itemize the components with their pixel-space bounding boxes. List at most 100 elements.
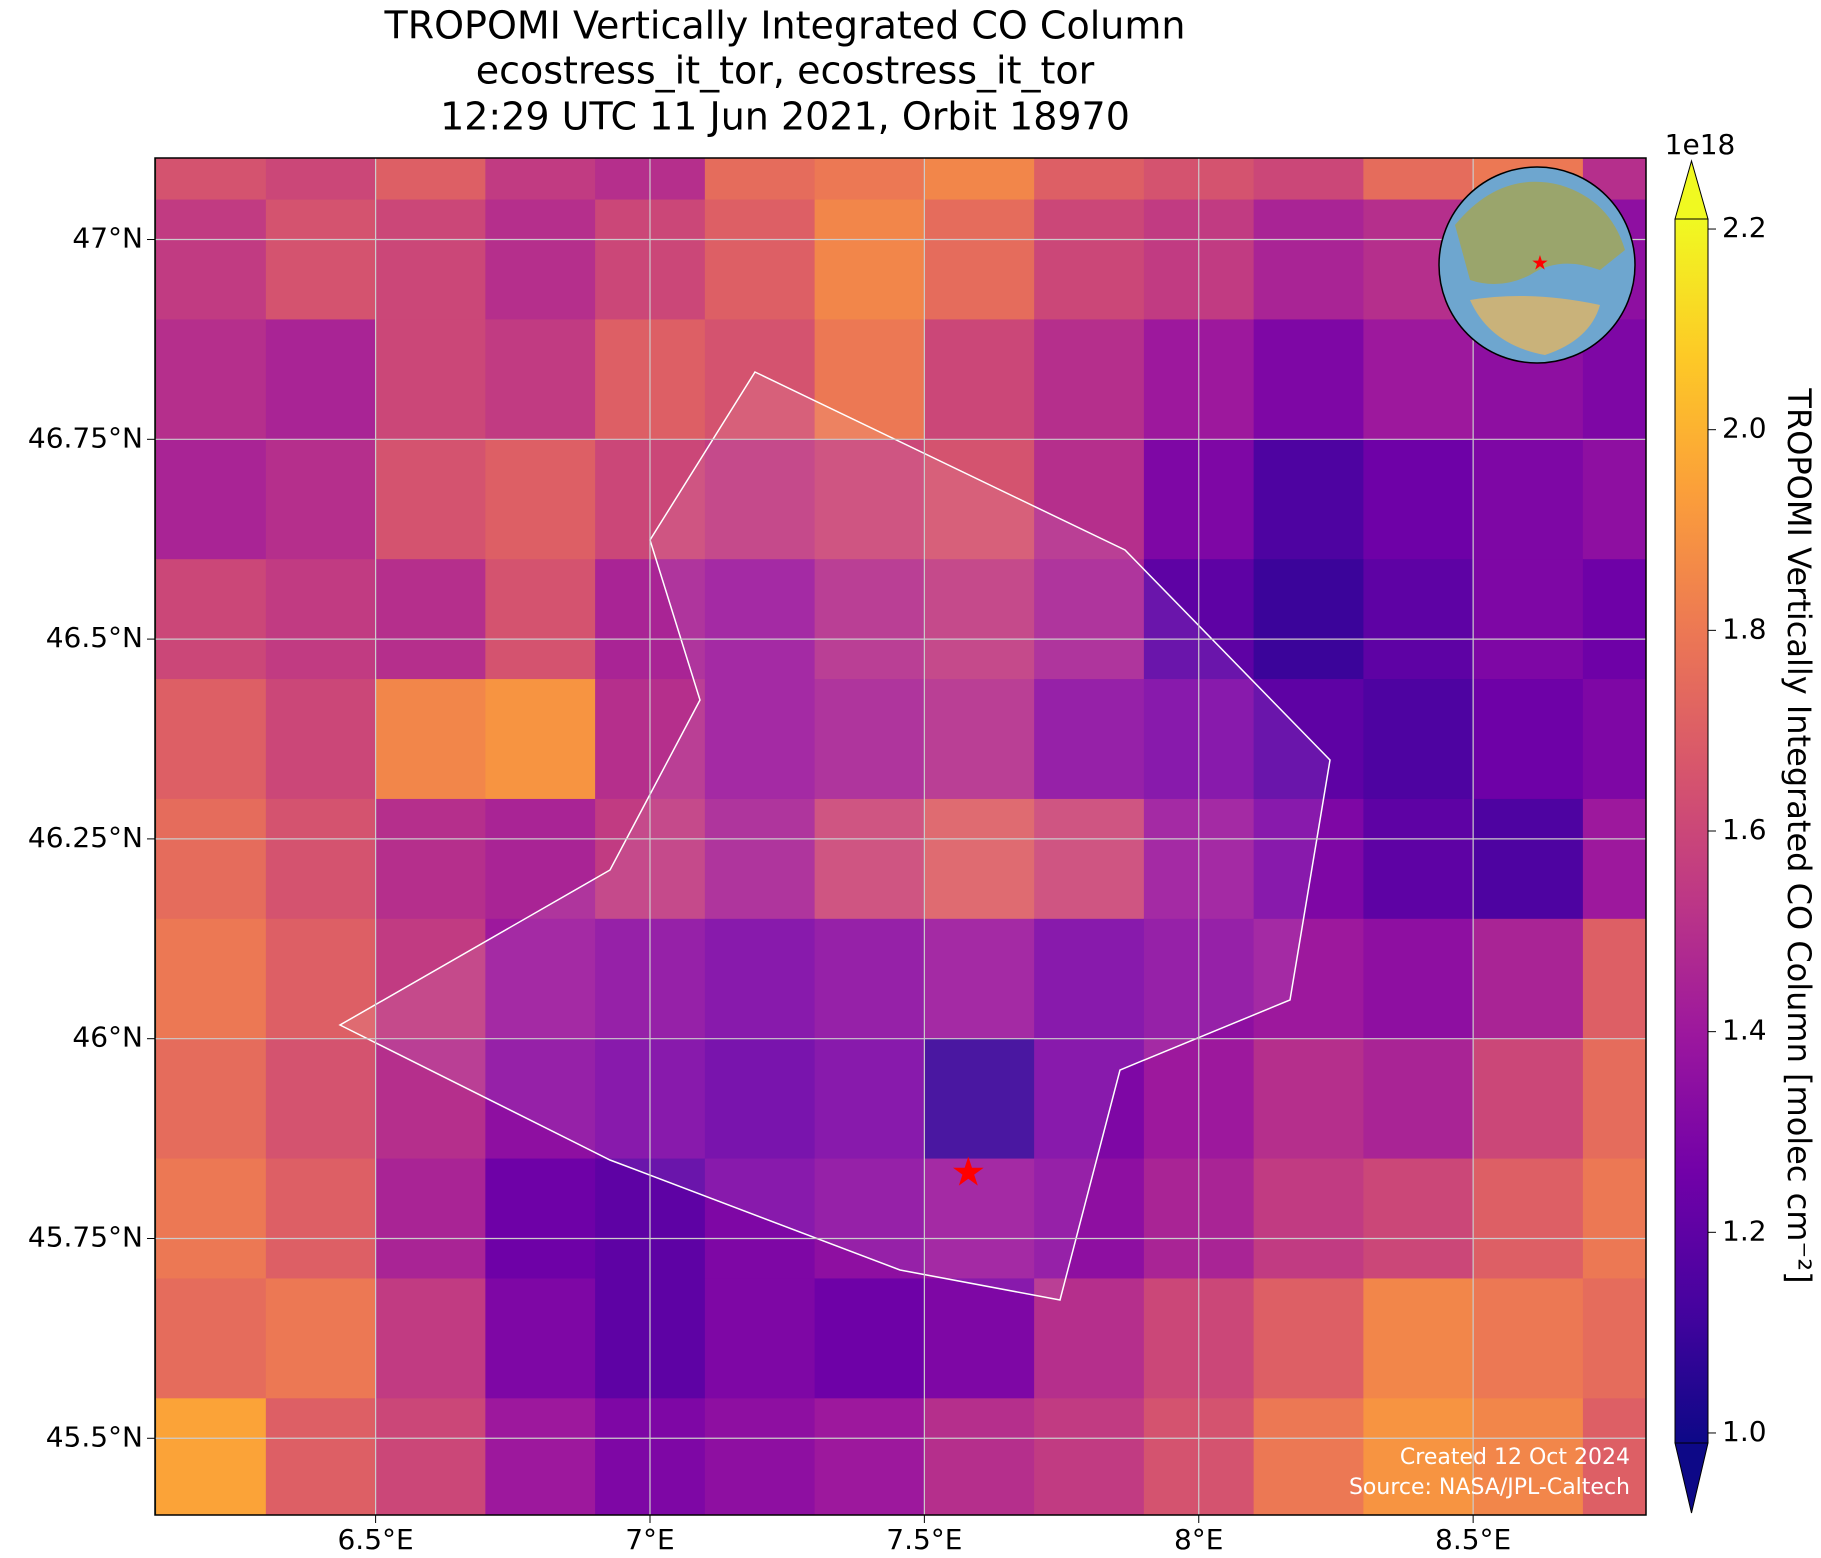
data-cell bbox=[1253, 199, 1364, 320]
data-cell bbox=[1034, 798, 1145, 920]
colorbar-label: TROPOMI Vertically Integrated CO Column … bbox=[1780, 387, 1818, 1283]
data-cell bbox=[1034, 439, 1145, 560]
data-cell bbox=[924, 439, 1035, 560]
colorbar: 1.0 1.2 1.4 1.6 1.8 2.0 2.2 bbox=[1674, 159, 1767, 1514]
colorbar-tick-label: 1.8 bbox=[1722, 612, 1767, 645]
data-cell bbox=[265, 1398, 377, 1515]
data-cell bbox=[1034, 158, 1145, 201]
data-cell bbox=[814, 798, 925, 920]
data-cell bbox=[485, 1158, 596, 1279]
data-cell bbox=[1363, 158, 1474, 201]
data-cell bbox=[485, 1278, 596, 1399]
colorbar-tick-label: 1.4 bbox=[1722, 1014, 1767, 1047]
data-cell bbox=[1034, 319, 1145, 440]
data-cell bbox=[156, 1398, 267, 1515]
data-cell bbox=[485, 559, 596, 680]
colorbar-extend-top bbox=[1674, 159, 1709, 220]
data-cell bbox=[924, 559, 1035, 680]
data-cell bbox=[1473, 918, 1584, 1040]
x-tick-label: 7°E bbox=[625, 1523, 675, 1556]
data-cell bbox=[1473, 1038, 1584, 1160]
colorbar-tick-label: 2.0 bbox=[1722, 412, 1767, 445]
data-cell bbox=[156, 559, 267, 680]
data-cell bbox=[814, 158, 925, 201]
colorbar-offset: 1e18 bbox=[1665, 128, 1736, 161]
data-cell bbox=[265, 1038, 377, 1160]
chart-subtitle: 12:29 UTC 11 Jun 2021, Orbit 18970 bbox=[440, 95, 1130, 139]
data-cell bbox=[375, 319, 486, 440]
data-cell bbox=[1363, 918, 1474, 1040]
data-cell bbox=[1582, 798, 1646, 920]
data-cell bbox=[485, 798, 596, 920]
data-cell bbox=[265, 158, 377, 201]
data-cell bbox=[156, 798, 267, 920]
data-cell bbox=[375, 679, 486, 800]
data-cell bbox=[156, 199, 267, 320]
data-cell bbox=[1363, 319, 1474, 440]
data-cell bbox=[704, 1038, 816, 1160]
data-cell bbox=[924, 1278, 1035, 1399]
data-cell bbox=[485, 918, 596, 1040]
grid bbox=[155, 158, 1646, 1515]
data-cell bbox=[1363, 1038, 1474, 1160]
data-cell bbox=[1253, 158, 1364, 201]
data-cell bbox=[924, 1158, 1035, 1279]
data-cell bbox=[814, 319, 925, 440]
data-cell bbox=[1253, 798, 1364, 920]
data-cell bbox=[375, 918, 486, 1040]
annotation: Created 12 Oct 2024 bbox=[1400, 1445, 1630, 1470]
data-cell bbox=[1253, 559, 1364, 680]
data-cell bbox=[1363, 1398, 1474, 1515]
data-cell bbox=[375, 559, 486, 680]
data-cell bbox=[1473, 439, 1584, 560]
globe-land bbox=[1455, 181, 1625, 284]
data-cell bbox=[1253, 918, 1364, 1040]
data-cell bbox=[375, 1278, 486, 1399]
data-cell bbox=[485, 1398, 596, 1515]
data-cell bbox=[156, 679, 267, 800]
data-cell bbox=[265, 439, 377, 560]
data-cell bbox=[265, 559, 377, 680]
data-cell bbox=[156, 319, 267, 440]
data-cell bbox=[156, 1278, 267, 1399]
data-cell bbox=[1253, 319, 1364, 440]
colorbar-extend-bottom bbox=[1674, 1442, 1709, 1514]
data-cell bbox=[375, 1038, 486, 1160]
data-cell bbox=[704, 918, 816, 1040]
data-cell bbox=[704, 158, 816, 201]
data-cell bbox=[265, 679, 377, 800]
data-cell bbox=[924, 158, 1035, 201]
data-cell bbox=[1363, 798, 1474, 920]
data-cell bbox=[1253, 1158, 1364, 1279]
data-cell bbox=[156, 918, 267, 1040]
data-cell bbox=[265, 199, 377, 320]
data-cell bbox=[485, 158, 596, 201]
data-cell bbox=[1363, 1278, 1474, 1399]
data-cell bbox=[1473, 679, 1584, 800]
data-cell bbox=[924, 798, 1035, 920]
x-tick-label: 6.5°E bbox=[337, 1523, 413, 1556]
colorbar-tick-label: 1.0 bbox=[1722, 1415, 1767, 1448]
data-cell bbox=[1253, 1038, 1364, 1160]
data-cell bbox=[265, 918, 377, 1040]
data-cell bbox=[1582, 1398, 1646, 1515]
data-cell bbox=[156, 158, 267, 201]
data-cell bbox=[814, 679, 925, 800]
data-cell bbox=[156, 439, 267, 560]
data-cell bbox=[814, 1278, 925, 1399]
data-cell bbox=[265, 1158, 377, 1279]
data-cell bbox=[924, 918, 1035, 1040]
data-cell bbox=[485, 199, 596, 320]
data-cell bbox=[375, 199, 486, 320]
data-cell bbox=[1034, 559, 1145, 680]
chart-title: TROPOMI Vertically Integrated CO Column bbox=[384, 4, 1186, 48]
y-tick-label: 46.75°N bbox=[28, 421, 143, 454]
data-cell bbox=[1473, 798, 1584, 920]
data-cell bbox=[704, 798, 816, 920]
data-cell bbox=[156, 1038, 267, 1160]
x-tick-label: 7.5°E bbox=[886, 1523, 962, 1556]
data-cell bbox=[1034, 679, 1145, 800]
data-cell bbox=[704, 1278, 816, 1399]
data-cell bbox=[1582, 439, 1646, 560]
data-cell bbox=[814, 1398, 925, 1515]
